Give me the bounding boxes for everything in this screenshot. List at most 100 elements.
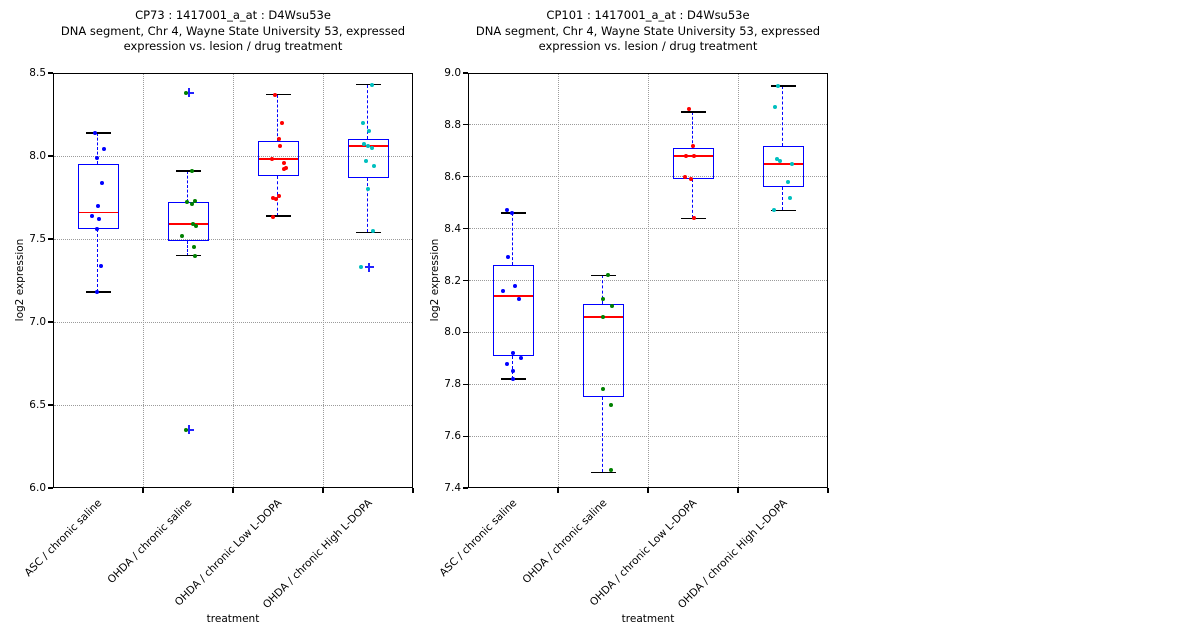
data-point bbox=[772, 208, 776, 213]
y-axis-label-text: log2 expression bbox=[14, 238, 26, 322]
data-point bbox=[687, 107, 691, 112]
median-line bbox=[78, 211, 118, 214]
x-category-label-text: ASC / chronic saline bbox=[437, 497, 520, 579]
data-point bbox=[601, 387, 605, 392]
data-point bbox=[519, 356, 523, 361]
y-tick-label: 7.0 bbox=[29, 316, 46, 328]
outlier-plus-icon bbox=[184, 425, 194, 435]
data-point bbox=[270, 157, 274, 162]
data-point bbox=[184, 90, 188, 95]
data-point bbox=[691, 143, 695, 148]
x-gridline bbox=[737, 74, 739, 487]
y-tick-label: 6.5 bbox=[29, 399, 46, 411]
data-point bbox=[372, 163, 376, 168]
y-tick-label: 8.8 bbox=[444, 118, 461, 131]
data-point bbox=[689, 177, 693, 182]
data-point bbox=[517, 296, 521, 301]
data-point bbox=[505, 361, 509, 366]
data-point bbox=[271, 215, 275, 220]
x-category-label-text: OHDA / chronic saline bbox=[105, 497, 195, 587]
y-tick-mark bbox=[48, 404, 53, 406]
data-point bbox=[184, 427, 188, 432]
whisker-lower bbox=[782, 187, 784, 211]
data-point bbox=[102, 147, 106, 152]
whisker-upper bbox=[97, 132, 99, 165]
data-point bbox=[511, 377, 515, 382]
data-point bbox=[190, 168, 194, 173]
whisker-upper bbox=[187, 170, 189, 203]
y-tick-mark bbox=[463, 279, 468, 282]
x-category-label-text: ASC / chronic saline bbox=[22, 497, 105, 579]
data-point bbox=[95, 290, 99, 295]
y-tick-mark bbox=[463, 487, 468, 489]
y-tick-label: 7.6 bbox=[444, 430, 461, 443]
data-point bbox=[511, 351, 515, 356]
data-point bbox=[193, 253, 197, 258]
whisker-lower bbox=[602, 397, 604, 473]
data-point bbox=[788, 195, 792, 200]
data-point bbox=[96, 203, 100, 208]
data-point bbox=[610, 304, 614, 309]
x-gridline bbox=[142, 74, 144, 487]
plus-v bbox=[368, 262, 370, 272]
y-tick-label: 8.0 bbox=[29, 150, 46, 162]
whisker-lower bbox=[367, 177, 369, 233]
x-category-label-text: OHDA / chronic High L-DOPA bbox=[260, 497, 375, 611]
data-point bbox=[370, 145, 374, 150]
data-point bbox=[786, 179, 790, 184]
whisker-cap-lower bbox=[175, 254, 201, 257]
box bbox=[347, 139, 389, 178]
whisker-upper bbox=[367, 84, 369, 140]
y-tick-mark bbox=[48, 72, 53, 74]
plot-border bbox=[53, 73, 413, 488]
x-gridline bbox=[557, 74, 559, 487]
data-point bbox=[510, 211, 514, 216]
plot-title-line-3: expression vs. lesion / drug treatment bbox=[123, 39, 343, 53]
whisker-lower bbox=[97, 229, 99, 293]
data-point bbox=[601, 314, 605, 319]
data-point bbox=[99, 263, 103, 268]
data-point bbox=[506, 255, 510, 260]
outlier-plus-icon bbox=[184, 88, 194, 98]
y-tick-label: 8.4 bbox=[444, 222, 461, 235]
data-point bbox=[367, 129, 371, 134]
x-tick-mark bbox=[322, 488, 324, 493]
whisker-lower bbox=[692, 179, 694, 219]
whisker-upper bbox=[602, 275, 604, 304]
plus-v bbox=[188, 88, 190, 98]
y-tick-label: 7.8 bbox=[444, 378, 461, 391]
data-point bbox=[684, 154, 688, 158]
x-tick-mark bbox=[737, 488, 739, 493]
data-point bbox=[273, 92, 277, 97]
data-point bbox=[505, 208, 509, 213]
data-point bbox=[362, 142, 366, 147]
x-category-label-text: OHDA / chronic saline bbox=[520, 497, 610, 587]
whisker-cap-upper bbox=[590, 274, 616, 277]
y-tick-mark bbox=[463, 72, 468, 74]
data-point bbox=[683, 174, 687, 179]
y-tick-label: 8.0 bbox=[444, 326, 461, 339]
whisker-upper bbox=[782, 85, 784, 146]
data-point bbox=[193, 198, 197, 203]
whisker-cap-lower bbox=[770, 209, 796, 212]
median-line bbox=[493, 295, 533, 297]
median-line bbox=[258, 158, 298, 161]
plot-title-line-1: CP101 : 1417001_a_at : D4Wsu53e bbox=[546, 8, 750, 22]
y-tick-mark bbox=[463, 228, 468, 230]
data-point bbox=[271, 195, 275, 200]
y-tick-mark bbox=[463, 435, 468, 437]
data-point bbox=[773, 104, 777, 109]
data-point bbox=[95, 227, 99, 232]
whisker-cap-lower bbox=[355, 231, 381, 234]
whisker-cap-upper bbox=[770, 85, 796, 87]
data-point bbox=[790, 161, 794, 166]
data-point bbox=[90, 213, 94, 218]
y-tick-label: 7.5 bbox=[29, 233, 46, 245]
y-tick-mark bbox=[463, 331, 468, 333]
data-point bbox=[609, 403, 613, 407]
plot-title-line-1: CP73 : 1417001_a_at : D4Wsu53e bbox=[135, 8, 331, 22]
data-point bbox=[180, 233, 184, 238]
x-category-label-text: OHDA / chronic Low L-DOPA bbox=[172, 497, 285, 609]
y-tick-label: 6.0 bbox=[29, 482, 46, 494]
